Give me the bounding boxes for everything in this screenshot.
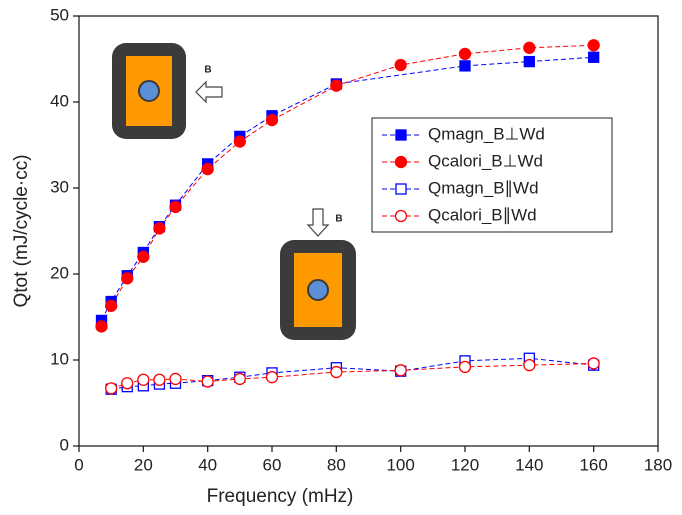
point (458, 47, 472, 60)
x-axis-title: Frequency (mHz) (207, 486, 354, 507)
x-tick-label: 100 (386, 455, 414, 474)
point (153, 222, 166, 235)
x-tick-label: 60 (263, 455, 282, 474)
point (201, 162, 214, 176)
y-tick-label: 20 (50, 263, 69, 282)
point (265, 371, 279, 384)
y-axis-title: Qtot (mJ/cycle·cc) (11, 154, 32, 307)
point (523, 359, 536, 372)
x-tick-label: 140 (515, 455, 543, 474)
point (394, 364, 407, 377)
point (523, 55, 535, 68)
sample-icon (280, 240, 356, 340)
sample-icon (112, 43, 186, 139)
point (265, 113, 279, 127)
point (523, 41, 536, 54)
legend-marker (395, 129, 407, 141)
trend-line (111, 362, 594, 389)
point (95, 320, 108, 333)
x-tick-label: 20 (134, 455, 153, 474)
point (201, 375, 214, 388)
point (105, 299, 118, 312)
annotation: B (335, 214, 342, 225)
legend-label: Qcalori_B⊥Wd (428, 151, 543, 170)
point (458, 360, 472, 374)
y-tick-label: 0 (60, 435, 69, 454)
point (587, 39, 600, 52)
point (233, 372, 246, 386)
point (233, 135, 246, 148)
x-tick-label: 180 (644, 455, 672, 474)
point (169, 200, 182, 214)
x-tick-label: 40 (198, 455, 217, 474)
point (153, 373, 166, 386)
point (137, 373, 150, 386)
point (587, 357, 600, 370)
point (105, 382, 118, 395)
point (459, 60, 471, 72)
point (169, 372, 182, 386)
point (330, 365, 343, 379)
y-tick-label: 10 (50, 349, 69, 368)
legend-label: Qmagn_B⊥Wd (428, 124, 545, 143)
point (588, 51, 600, 63)
point (121, 272, 134, 285)
point (330, 79, 343, 92)
point (121, 377, 134, 390)
point (394, 58, 407, 72)
annotation: B (204, 65, 211, 76)
legend-marker (394, 155, 408, 169)
arrow (195, 80, 223, 104)
x-tick-label: 120 (451, 455, 479, 474)
x-tick-label: 0 (74, 455, 83, 474)
legend-marker (394, 209, 408, 223)
point (137, 250, 150, 263)
y-tick-label: 50 (50, 5, 69, 24)
y-tick-label: 40 (50, 91, 69, 110)
x-tick-label: 80 (327, 455, 346, 474)
legend-label: Qmagn_B∥Wd (428, 178, 539, 197)
legend (371, 117, 613, 233)
y-tick-label: 30 (50, 177, 69, 196)
legend-marker (395, 183, 407, 195)
arrow (306, 208, 330, 237)
x-tick-label: 160 (579, 455, 607, 474)
trend-line (111, 357, 594, 390)
plot-frame (78, 15, 659, 447)
legend-label: Qcalori_B∥Wd (428, 205, 537, 224)
